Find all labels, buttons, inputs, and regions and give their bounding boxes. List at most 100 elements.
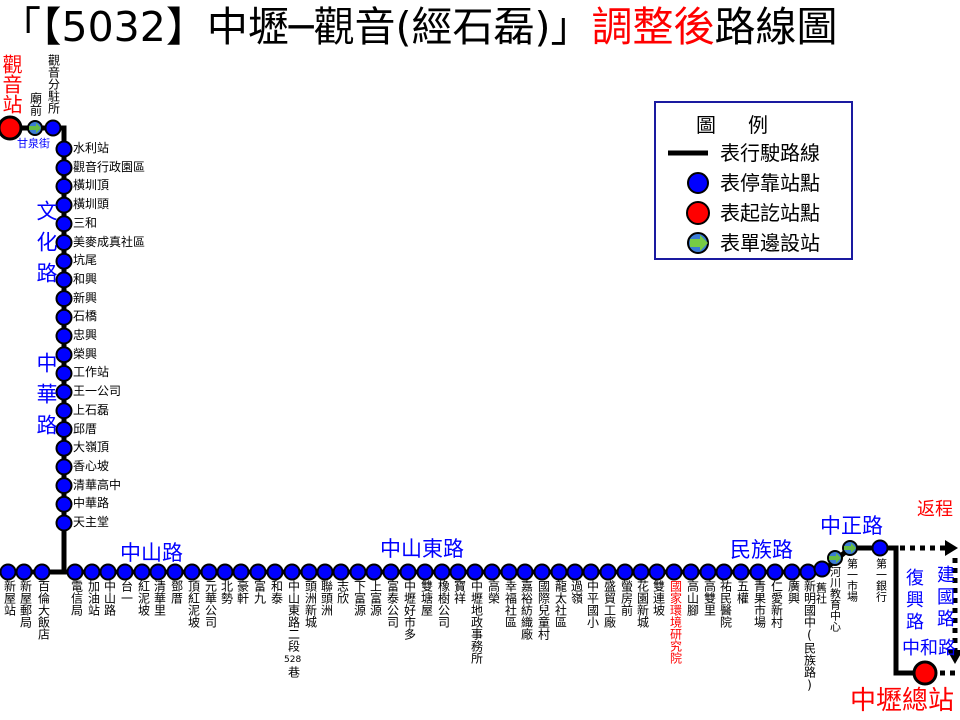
stop-dot — [55, 495, 73, 513]
stop-dot — [616, 563, 634, 581]
stop-label: 邱厝 — [73, 421, 98, 436]
legend-item-stop: 表停靠站點 — [666, 169, 851, 197]
stop-label: 龍太社區 — [553, 580, 568, 628]
stop-label: 王一公司 — [73, 384, 122, 399]
stop-dot — [0, 563, 17, 581]
stop-label: 和興 — [73, 271, 98, 286]
stop-label: 加油站 — [86, 580, 101, 616]
stop-dot — [55, 439, 73, 457]
stop-label: 觀音行政園區 — [73, 159, 146, 174]
stop-label: 河川教育中心 — [828, 566, 842, 632]
legend-item-terminal: 表起訖站點 — [666, 199, 851, 227]
stop-label: 三和 — [73, 215, 98, 230]
stop-label: 幸福社區 — [503, 580, 518, 628]
stop-dot — [732, 563, 750, 581]
stop-dot — [682, 563, 700, 581]
stop-dot — [55, 196, 73, 214]
stop-dot — [783, 563, 801, 581]
stop-label: 和泰 — [269, 580, 284, 604]
stop-label: 清華高中 — [73, 477, 122, 492]
stop-label: 鄧厝 — [169, 580, 184, 604]
road-label-zhonghua: 中華路 — [34, 352, 58, 445]
title-highlight: 調整後 — [591, 3, 715, 51]
stop-label: 忠興 — [73, 328, 98, 342]
stop-dot — [66, 563, 84, 581]
stop-dot — [55, 402, 73, 420]
road-label-fuxing: 復興路 — [903, 568, 924, 634]
stop-label: 工作站 — [73, 365, 110, 380]
stop-label: 台一 — [119, 580, 134, 604]
stop-dot — [55, 177, 73, 195]
stop-dot — [55, 159, 73, 177]
stop-label: 富泰公司 — [385, 580, 400, 628]
title-route: 「【5032】中壢─觀音(經石磊)」 — [0, 3, 592, 51]
legend-item-one-side: 表單邊設站 — [666, 229, 851, 257]
arrow-right-icon — [945, 540, 958, 556]
return-trip-label: 返程 — [915, 500, 955, 520]
stop-label: 五權 — [735, 580, 750, 604]
stop-label: 中華路 — [73, 496, 110, 511]
stop-dot — [516, 563, 534, 581]
stop-dot — [416, 563, 434, 581]
stop-dot — [332, 563, 350, 581]
stop-label: 新興 — [73, 290, 98, 305]
stop-label-tail: 巷 — [286, 666, 301, 678]
stop-label: 水利站 — [73, 141, 110, 155]
stop-label: 高山腳 — [685, 580, 700, 616]
stop-dot — [365, 563, 383, 581]
stop-label: 豪軒 — [235, 580, 250, 604]
stop-label: 中山路 — [102, 580, 117, 616]
stop-dot — [55, 271, 73, 289]
stop-label: 橫圳頭 — [73, 197, 110, 212]
stop-dot — [33, 563, 51, 581]
stop-dot — [382, 563, 400, 581]
stop-dot — [55, 364, 73, 382]
return-trip-text: 返程 — [917, 499, 953, 520]
stop-label: 花園新城 — [635, 580, 650, 628]
stop-label: 橡樹公司 — [436, 580, 451, 628]
stop-dot — [827, 550, 843, 566]
road-label-zhongzheng: 中正路 — [820, 514, 883, 538]
stop-label: 元華公司 — [203, 580, 218, 628]
stop-label: 第一銀行 — [874, 558, 888, 602]
stop-dot — [133, 563, 151, 581]
legend-label: 表行駛路線 — [720, 141, 820, 165]
stop-dot — [665, 563, 683, 581]
stop-label: 橫圳頂 — [73, 178, 110, 193]
stop-dot — [648, 563, 666, 581]
stop-label: 舊社 — [814, 582, 828, 604]
stop-dot — [283, 563, 301, 581]
stop-label: 中山東路二段 — [286, 580, 301, 652]
arrow-down-icon — [947, 650, 960, 664]
stop-dot — [500, 563, 518, 581]
stop-dot — [55, 215, 73, 233]
terminal-dot-icon — [686, 201, 710, 225]
stop-dot — [871, 539, 889, 557]
stop-dot — [466, 563, 484, 581]
stop-dot — [449, 563, 467, 581]
road-label-zhonghe: 中和路 — [902, 638, 956, 659]
stop-dot — [632, 563, 650, 581]
stop-dot — [433, 563, 451, 581]
stop-label: 雙塘屋 — [419, 580, 434, 616]
stop-label: 坑尾 — [73, 253, 98, 268]
stop-dot — [55, 308, 73, 326]
legend-label: 表起訖站點 — [720, 201, 820, 225]
stop-dot — [813, 560, 831, 578]
stop-label: 紅泥坡 — [136, 580, 151, 616]
legend-item-line: 表行駛路線 — [666, 139, 851, 167]
stop-dot — [55, 421, 73, 438]
stop-label: 高榮 — [486, 580, 501, 604]
stop-label-sub: 528 — [284, 655, 302, 665]
stop-label: 盛貿工廠 — [602, 580, 617, 628]
stop-label: 中平國小 — [585, 580, 600, 628]
stop-dot — [232, 563, 250, 581]
stop-dot — [83, 563, 101, 581]
stop-dot — [550, 563, 568, 581]
stop-dot — [99, 563, 117, 581]
stop-label: 上石磊 — [73, 402, 110, 417]
stop-dot — [15, 563, 33, 581]
stop-label: 螢房前 — [619, 580, 634, 616]
street-label-ganquan: 甘泉街 — [17, 137, 50, 150]
stop-label: 志欣 — [335, 580, 350, 604]
